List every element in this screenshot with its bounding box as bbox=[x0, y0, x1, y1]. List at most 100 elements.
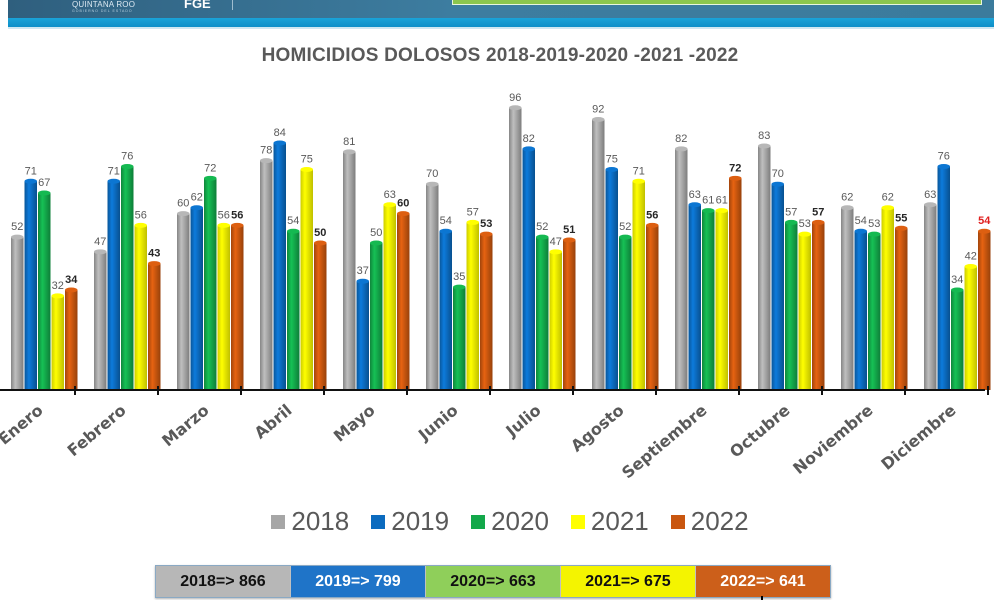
bar-cap-2020-diciembre bbox=[951, 287, 964, 293]
bar-cap-2018-mayo bbox=[343, 149, 356, 155]
data-label-2019-septiembre: 63 bbox=[689, 189, 701, 201]
x-tick-label-marzo: Marzo bbox=[158, 401, 212, 451]
data-label-2020-julio: 52 bbox=[536, 221, 548, 233]
bar-cap-2020-marzo bbox=[204, 175, 217, 181]
bar-2019-agosto bbox=[605, 169, 618, 390]
bar-2019-diciembre bbox=[937, 166, 950, 390]
data-label-2021-agosto: 71 bbox=[633, 165, 645, 177]
data-label-2018-diciembre: 63 bbox=[924, 189, 936, 201]
logo-separator bbox=[232, 0, 233, 10]
bar-cap-2020-febrero bbox=[121, 164, 134, 170]
total-2022: 2022=> 641 bbox=[696, 566, 830, 597]
bar-2019-junio bbox=[439, 231, 452, 390]
total-2020: 2020=> 663 bbox=[426, 566, 561, 597]
bar-cap-2019-abril bbox=[273, 140, 286, 146]
data-label-2018-enero: 52 bbox=[11, 221, 23, 233]
bar-2021-abril bbox=[300, 169, 313, 390]
bar-cap-2021-abril bbox=[300, 167, 313, 172]
bar-cap-2020-abril bbox=[287, 228, 300, 234]
bar-2018-diciembre bbox=[924, 204, 937, 390]
bar-cap-2018-noviembre bbox=[841, 205, 854, 211]
data-label-2022-noviembre: 55 bbox=[895, 212, 907, 224]
x-tick-label-junio: Junio bbox=[414, 401, 462, 445]
bar-2020-mayo bbox=[370, 243, 383, 390]
data-label-2019-agosto: 75 bbox=[606, 154, 618, 166]
data-label-2019-mayo: 37 bbox=[357, 265, 369, 277]
data-label-2021-marzo: 56 bbox=[218, 209, 230, 221]
data-label-2022-agosto: 56 bbox=[646, 209, 658, 221]
bar-cap-2021-julio bbox=[549, 249, 562, 255]
bar-2018-junio bbox=[426, 184, 439, 390]
bar-2019-enero bbox=[24, 181, 37, 390]
bar-cap-2022-septiembre bbox=[729, 175, 742, 181]
bar-2021-diciembre bbox=[964, 266, 977, 390]
data-label-2022-junio: 53 bbox=[480, 218, 492, 230]
bar-2018-septiembre bbox=[675, 148, 688, 390]
bar-cap-2022-octubre bbox=[812, 219, 825, 225]
bar-2020-agosto bbox=[619, 237, 632, 390]
bar-2022-mayo bbox=[397, 213, 410, 390]
data-label-2021-abril: 75 bbox=[301, 154, 313, 166]
data-label-2022-julio: 51 bbox=[563, 224, 575, 236]
data-label-2018-febrero: 47 bbox=[94, 236, 106, 248]
data-label-2021-octubre: 53 bbox=[799, 218, 811, 230]
x-tick-label-febrero: Febrero bbox=[64, 401, 130, 461]
bar-2020-septiembre bbox=[702, 210, 715, 390]
data-label-2018-julio: 96 bbox=[509, 92, 521, 104]
logo-state-text: QUINTANA ROO bbox=[72, 0, 136, 9]
bar-2020-enero bbox=[38, 193, 51, 390]
bar-2020-diciembre bbox=[951, 290, 964, 390]
bar-2021-agosto bbox=[632, 181, 645, 390]
x-tick-label-enero: Enero bbox=[0, 401, 47, 449]
bar-2020-julio bbox=[536, 237, 549, 390]
data-label-2019-octubre: 70 bbox=[772, 168, 784, 180]
bar-cap-2022-julio bbox=[563, 237, 576, 243]
data-label-2022-diciembre: 54 bbox=[978, 215, 991, 227]
data-label-2020-junio: 35 bbox=[453, 271, 465, 283]
data-label-2022-enero: 34 bbox=[65, 274, 78, 286]
legend-label: 2021 bbox=[590, 506, 649, 536]
legend-label: 2018 bbox=[291, 506, 350, 536]
bar-cap-2019-junio bbox=[439, 228, 452, 234]
bar-cap-2021-noviembre bbox=[881, 205, 894, 211]
bar-cap-2020-noviembre bbox=[868, 231, 881, 237]
bar-cap-2021-mayo bbox=[383, 202, 396, 208]
total-2018: 2018=> 866 bbox=[156, 566, 291, 597]
bar-cap-2022-diciembre bbox=[978, 228, 991, 234]
legend-label: 2019 bbox=[391, 506, 450, 536]
bar-cap-2022-abril bbox=[314, 240, 327, 246]
data-label-2021-enero: 32 bbox=[52, 280, 64, 292]
data-label-2021-noviembre: 62 bbox=[882, 192, 894, 204]
legend-swatch-2022 bbox=[670, 514, 685, 529]
data-label-2018-abril: 78 bbox=[260, 145, 272, 157]
bar-2022-julio bbox=[563, 240, 576, 390]
bar-cap-2022-mayo bbox=[397, 211, 410, 217]
bar-2019-febrero bbox=[107, 181, 120, 390]
bar-cap-2020-junio bbox=[453, 284, 466, 290]
bar-2020-marzo bbox=[204, 178, 217, 390]
bar-2021-mayo bbox=[383, 204, 396, 390]
bar-2020-octubre bbox=[785, 222, 798, 390]
data-label-2021-julio: 47 bbox=[550, 236, 562, 248]
bar-cap-2018-febrero bbox=[94, 249, 107, 255]
bar-cap-2021-junio bbox=[466, 219, 479, 225]
bar-2021-marzo bbox=[217, 225, 230, 390]
bar-cap-2022-agosto bbox=[646, 222, 659, 228]
bar-2021-septiembre bbox=[715, 210, 728, 390]
bar-2022-agosto bbox=[646, 225, 659, 390]
bar-cap-2018-octubre bbox=[758, 143, 771, 149]
x-tick-label-diciembre: Diciembre bbox=[877, 400, 959, 473]
bar-cap-2019-diciembre bbox=[937, 164, 950, 170]
bar-cap-2022-noviembre bbox=[895, 225, 908, 231]
bar-cap-2018-enero bbox=[11, 234, 24, 240]
bar-2019-abril bbox=[273, 143, 286, 390]
bar-2021-octubre bbox=[798, 234, 811, 390]
data-label-2022-octubre: 57 bbox=[812, 206, 824, 218]
data-label-2020-abril: 54 bbox=[287, 215, 299, 227]
bar-2022-marzo bbox=[231, 225, 244, 390]
bar-2022-febrero bbox=[148, 263, 161, 390]
bar-cap-2021-octubre bbox=[798, 231, 811, 237]
data-label-2019-enero: 71 bbox=[25, 165, 37, 177]
bar-cap-2020-octubre bbox=[785, 219, 798, 225]
